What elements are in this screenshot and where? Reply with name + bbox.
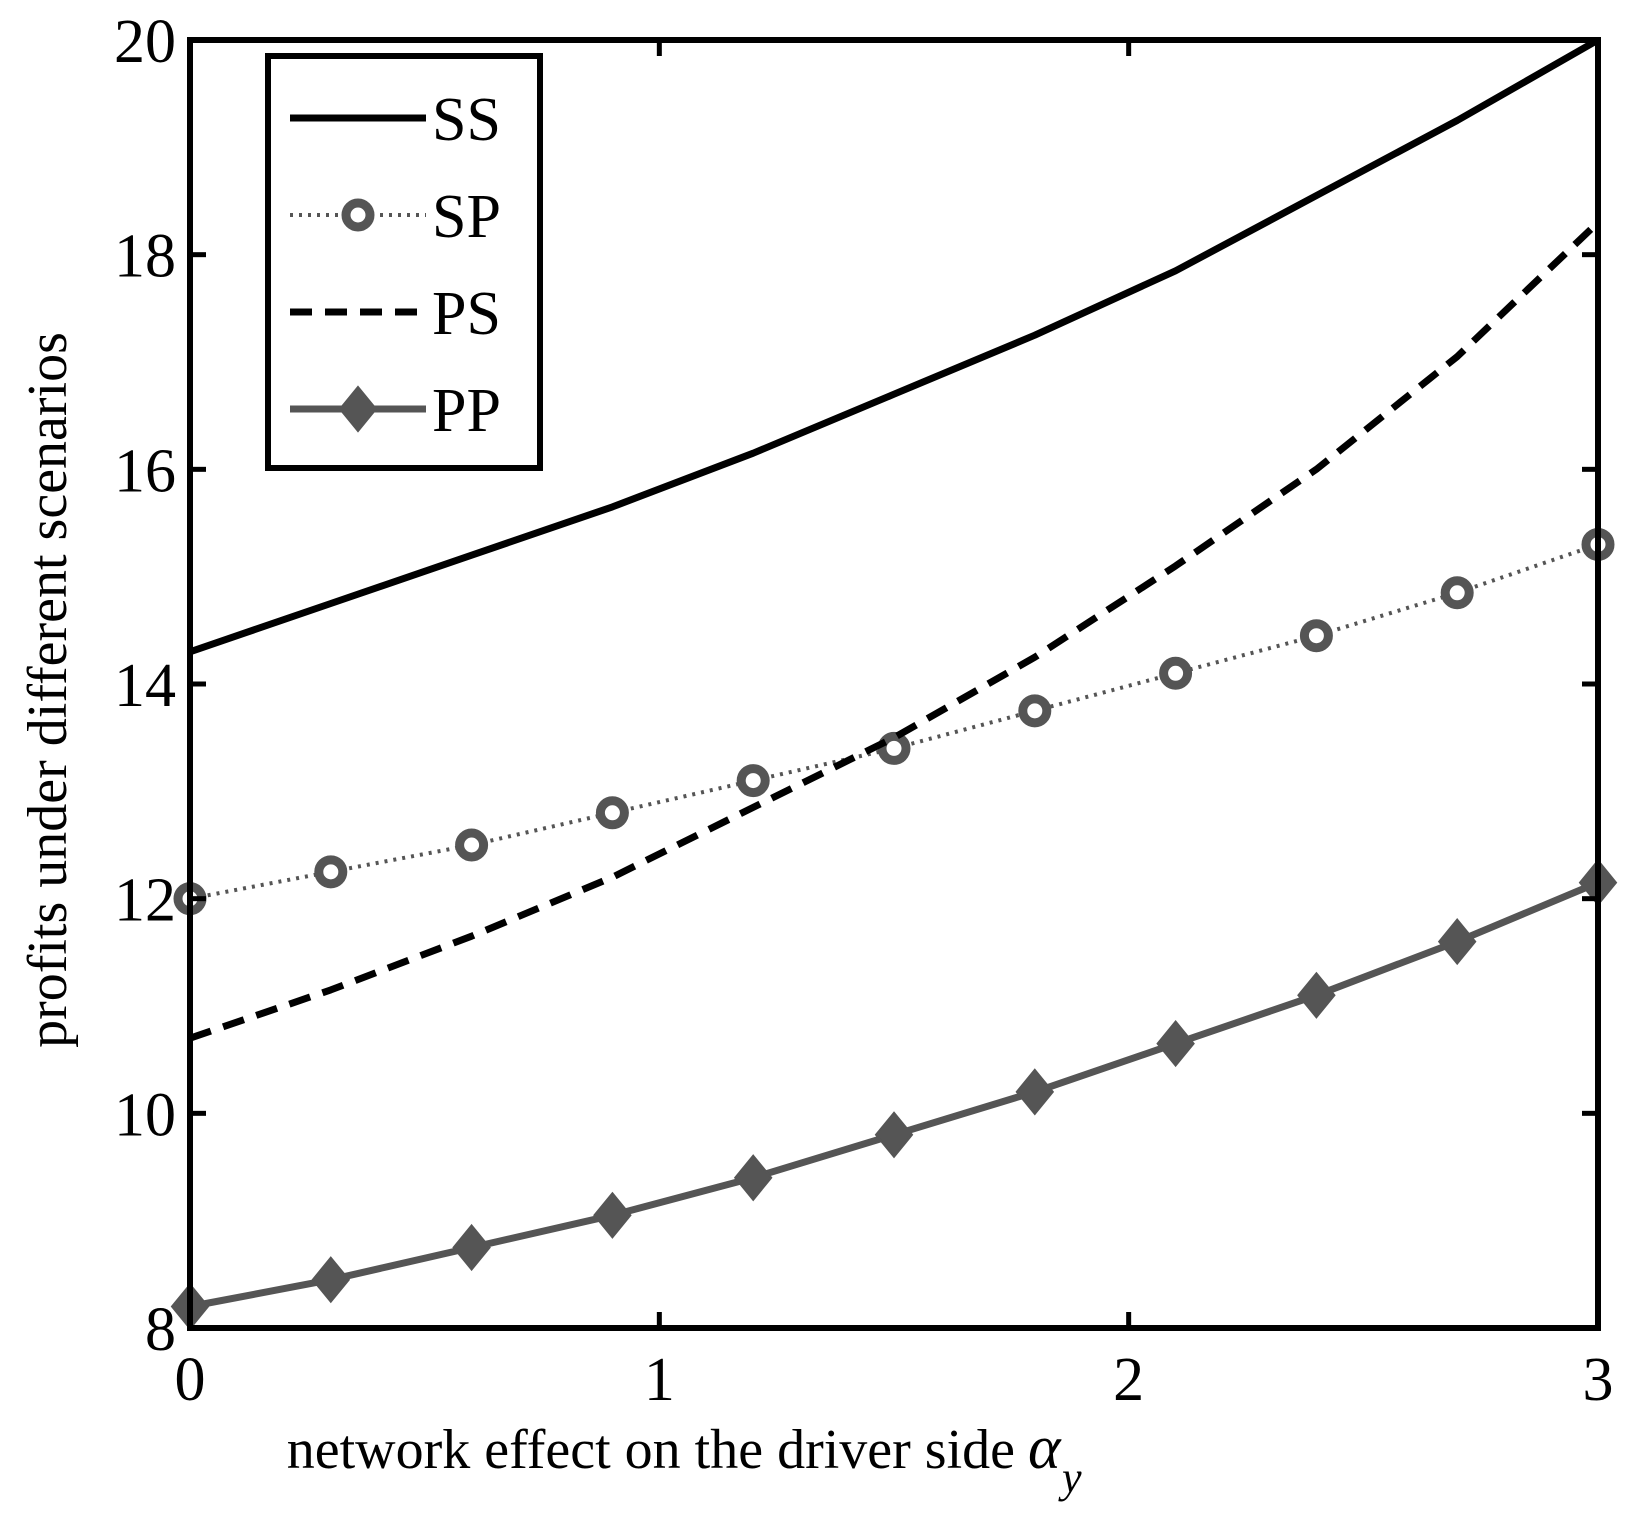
data-point-sp xyxy=(1440,576,1474,610)
data-point-sp xyxy=(736,764,770,798)
y-tick-label: 14 xyxy=(114,652,176,720)
x-tick-label: 1 xyxy=(644,1346,675,1414)
series-line-ps xyxy=(188,219,1601,1042)
series-line-sp xyxy=(189,542,1599,901)
legend-label-pp: PP xyxy=(432,377,501,445)
y-tick-label: 12 xyxy=(114,867,176,935)
legend-marker-pp xyxy=(338,385,378,433)
legend-label-ps: PS xyxy=(432,280,501,348)
data-point-sp xyxy=(455,828,489,862)
x-axis-symbol: α xyxy=(1028,1414,1062,1482)
data-point-pp xyxy=(874,1111,914,1159)
series-line-ss xyxy=(188,36,1600,656)
data-point-sp xyxy=(1299,619,1333,653)
data-point-pp xyxy=(311,1256,351,1304)
legend-label-sp: SP xyxy=(432,183,501,251)
legend-marker-sp xyxy=(341,198,375,232)
data-point-sp xyxy=(1159,656,1193,690)
plot-area xyxy=(170,36,1618,1331)
data-point-sp xyxy=(595,796,629,830)
legend-box xyxy=(265,53,543,471)
data-point-pp xyxy=(452,1223,491,1272)
x-tick-label: 0 xyxy=(175,1346,206,1414)
data-point-pp xyxy=(1156,1019,1195,1068)
y-axis-label: profits under different scenarios xyxy=(17,332,79,1048)
data-point-pp xyxy=(733,1154,773,1202)
legend: SS SP PS PP xyxy=(265,53,543,471)
data-point-sp xyxy=(1018,694,1052,728)
data-point-pp xyxy=(1297,971,1336,1019)
y-tick-label: 18 xyxy=(114,223,176,291)
data-point-pp xyxy=(1015,1068,1055,1116)
y-tick-label: 16 xyxy=(114,437,176,505)
data-point-sp xyxy=(314,855,348,889)
x-axis-label: network effect on the driver side xyxy=(287,1419,1015,1481)
data-point-sp xyxy=(877,731,911,765)
data-point-pp xyxy=(593,1191,632,1239)
series-line-pp xyxy=(189,879,1600,1310)
legend-label-ss: SS xyxy=(432,86,501,154)
x-tick-label: 2 xyxy=(1113,1346,1144,1414)
y-tick-label: 20 xyxy=(114,8,176,76)
x-tick-label: 3 xyxy=(1583,1346,1614,1414)
data-point-pp xyxy=(1437,918,1477,966)
y-tick-label: 8 xyxy=(145,1296,176,1364)
y-tick-label: 10 xyxy=(114,1081,176,1149)
x-axis-subscript: y xyxy=(1058,1453,1082,1502)
